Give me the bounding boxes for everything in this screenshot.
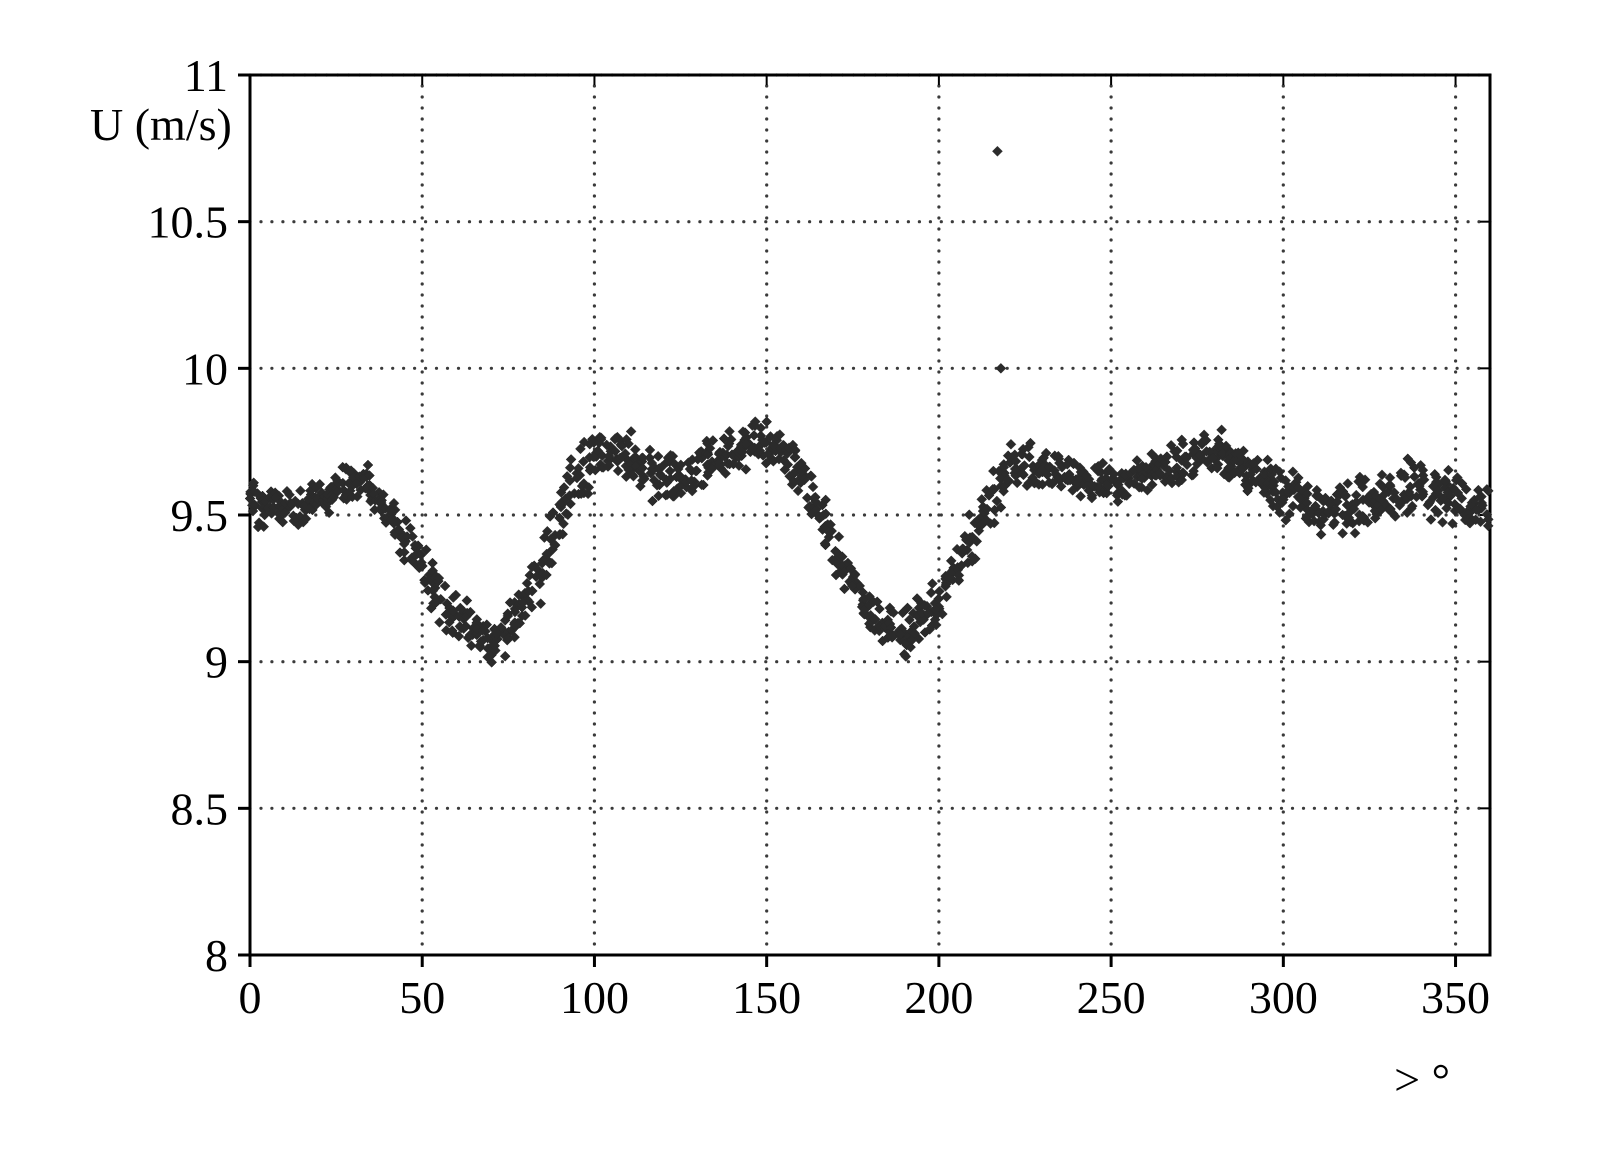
y-tick-label: 11 <box>184 50 228 101</box>
x-tick-label: 300 <box>1249 972 1318 1023</box>
y-tick-label: 8.5 <box>171 783 229 834</box>
x-tick-label: 0 <box>239 972 262 1023</box>
y-tick-label: 10.5 <box>148 197 229 248</box>
y-tick-label: 10 <box>182 343 228 394</box>
x-tick-label: 350 <box>1421 972 1490 1023</box>
y-tick-label: 8 <box>205 930 228 981</box>
x-tick-label: 100 <box>560 972 629 1023</box>
x-tick-label: 50 <box>399 972 445 1023</box>
x-tick-label: 150 <box>732 972 801 1023</box>
x-tick-label: 250 <box>1077 972 1146 1023</box>
chart-svg: 0 50 100 150 200 250 300 350 8 8.5 9 9.5 10 10.5 11U (… <box>0 0 1614 1150</box>
y-tick-label: 9 <box>205 637 228 688</box>
y-tick-label: 9.5 <box>171 490 229 541</box>
scatter-chart: 0 50 100 150 200 250 300 350 8 8.5 9 9.5 10 10.5 11U (… <box>0 0 1614 1150</box>
x-tick-label: 200 <box>904 972 973 1023</box>
x-axis-label: > ° <box>1394 1054 1450 1105</box>
y-axis-label: U (m/s) <box>90 99 232 150</box>
